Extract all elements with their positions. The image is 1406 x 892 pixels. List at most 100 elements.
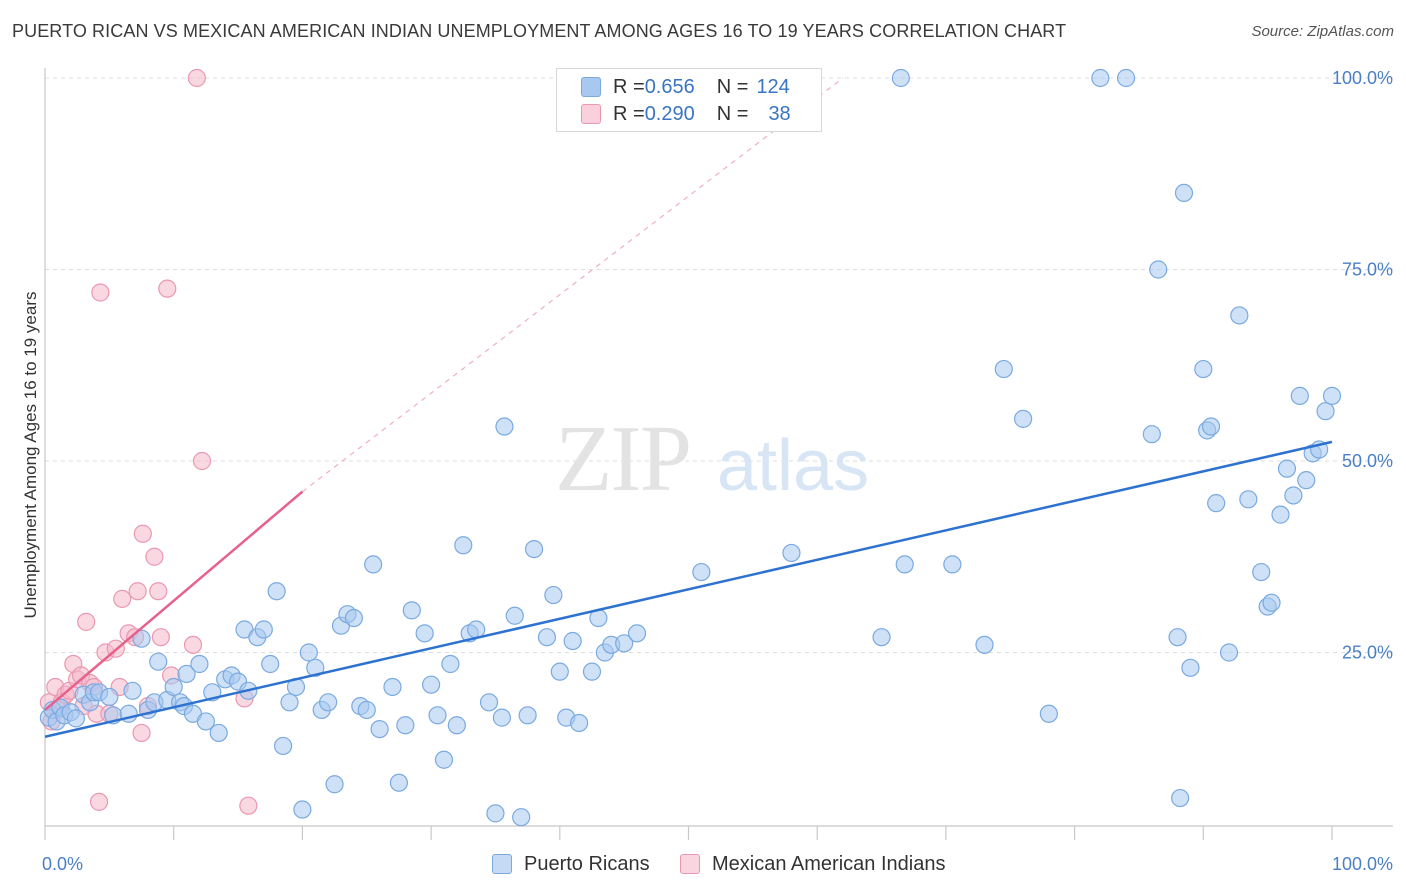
point-puerto-ricans xyxy=(1039,704,1058,723)
point-puerto-ricans xyxy=(994,359,1013,379)
point-puerto-ricans xyxy=(1171,788,1190,808)
point-puerto-ricans xyxy=(1174,183,1194,202)
legend-n-value: 124 xyxy=(756,75,790,98)
point-puerto-ricans xyxy=(495,417,514,436)
point-puerto-ricans xyxy=(273,736,293,756)
point-mexican-american-indians xyxy=(239,796,258,815)
point-puerto-ricans xyxy=(325,775,344,794)
point-puerto-ricans xyxy=(1262,593,1281,612)
point-puerto-ricans xyxy=(1252,562,1271,582)
legend-row-puerto-ricans: R = 0.656 N = 124 xyxy=(581,75,790,99)
source-label: Source: ZipAtlas.com xyxy=(1251,23,1394,40)
point-mexican-american-indians xyxy=(128,582,147,601)
legend-swatch-blue xyxy=(581,77,601,97)
point-puerto-ricans xyxy=(1322,386,1342,405)
point-mexican-american-indians xyxy=(158,279,177,298)
point-puerto-ricans xyxy=(486,804,505,823)
legend-r-value: 0.656 xyxy=(644,75,695,98)
point-puerto-ricans xyxy=(1142,425,1161,444)
point-mexican-american-indians xyxy=(132,723,151,743)
bottom-legend-label-mexican-american-indians: Mexican American Indians xyxy=(712,852,946,875)
point-puerto-ricans xyxy=(254,620,273,639)
point-puerto-ricans xyxy=(299,643,318,662)
point-mexican-american-indians xyxy=(89,792,109,811)
point-puerto-ricans xyxy=(1116,68,1136,88)
point-puerto-ricans xyxy=(66,709,85,728)
point-puerto-ricans xyxy=(1091,68,1110,88)
point-puerto-ricans xyxy=(1290,386,1309,405)
point-puerto-ricans xyxy=(1297,471,1316,490)
point-puerto-ricans xyxy=(364,555,383,574)
point-puerto-ricans xyxy=(123,681,142,700)
point-puerto-ricans xyxy=(389,773,409,792)
trend-line-mexican-american-indians xyxy=(44,490,304,711)
point-puerto-ricans xyxy=(512,808,531,827)
point-puerto-ricans xyxy=(280,693,299,712)
point-puerto-ricans xyxy=(492,708,511,727)
x-ticks xyxy=(44,826,1333,840)
point-puerto-ricans xyxy=(1230,306,1249,325)
watermark-atlas: atlas xyxy=(717,426,869,506)
y-tick-label: 75.0% xyxy=(1342,260,1393,280)
point-puerto-ricans xyxy=(1219,643,1239,662)
y-tick-labels: 25.0% 50.0% 75.0% 100.0% xyxy=(1332,68,1393,663)
legend-r-label: R = xyxy=(613,75,645,98)
point-puerto-ricans xyxy=(415,624,434,643)
point-mexican-american-indians xyxy=(77,612,96,631)
point-puerto-ricans xyxy=(209,723,228,743)
point-puerto-ricans xyxy=(293,800,312,819)
point-mexican-american-indians xyxy=(91,283,110,302)
bottom-legend-label-puerto-ricans: Puerto Ricans xyxy=(524,852,650,875)
point-puerto-ricans xyxy=(891,68,910,88)
point-puerto-ricans xyxy=(1239,490,1258,509)
point-mexican-american-indians xyxy=(133,524,152,543)
point-mexican-american-indians xyxy=(183,635,203,654)
y-tick-label: 25.0% xyxy=(1342,643,1393,663)
point-puerto-ricans xyxy=(428,706,447,725)
watermark: ZIP atlas xyxy=(555,407,869,511)
point-puerto-ricans xyxy=(570,713,589,733)
point-mexican-american-indians xyxy=(145,547,164,566)
point-puerto-ricans xyxy=(441,654,460,674)
legend-n-label: N = xyxy=(716,102,749,125)
point-puerto-ricans xyxy=(1014,409,1033,428)
watermark-zip: ZIP xyxy=(555,407,690,511)
point-puerto-ricans xyxy=(692,562,711,582)
point-puerto-ricans xyxy=(267,582,286,601)
point-puerto-ricans xyxy=(306,658,325,677)
point-puerto-ricans xyxy=(177,664,196,684)
point-puerto-ricans xyxy=(100,687,119,707)
x-tick-labels: 0.0% 100.0% xyxy=(42,854,1393,874)
point-puerto-ricans xyxy=(132,629,151,648)
point-puerto-ricans xyxy=(454,536,473,555)
point-puerto-ricans xyxy=(1284,486,1303,505)
legend: R = 0.656 N = 124 R = 0.290 N = 38 xyxy=(556,68,822,132)
point-puerto-ricans xyxy=(357,700,376,720)
point-puerto-ricans xyxy=(782,543,801,563)
point-puerto-ricans xyxy=(422,675,441,694)
point-puerto-ricans xyxy=(563,631,582,651)
point-puerto-ricans xyxy=(895,555,914,574)
point-puerto-ricans xyxy=(370,719,389,739)
point-puerto-ricans xyxy=(518,706,537,725)
point-mexican-american-indians xyxy=(149,582,168,601)
point-puerto-ricans xyxy=(1316,402,1335,421)
point-puerto-ricans xyxy=(1277,459,1297,478)
bottom-legend-swatch-blue xyxy=(492,854,512,874)
point-puerto-ricans xyxy=(383,677,402,697)
point-puerto-ricans xyxy=(164,677,183,697)
legend-row-mexican-american-indians: R = 0.290 N = 38 xyxy=(581,102,791,126)
point-puerto-ricans xyxy=(1271,505,1290,524)
bottom-legend-puerto-ricans: Puerto Ricans xyxy=(492,852,650,876)
point-mexican-american-indians xyxy=(151,628,170,647)
bottom-legend-mexican-american-indians: Mexican American Indians xyxy=(680,852,945,876)
point-puerto-ricans xyxy=(190,654,209,674)
point-puerto-ricans xyxy=(537,628,557,647)
point-puerto-ricans xyxy=(447,716,466,735)
point-puerto-ricans xyxy=(582,662,602,681)
point-mexican-american-indians xyxy=(113,589,132,608)
point-puerto-ricans xyxy=(615,634,634,653)
bottom-legend-swatch-pink xyxy=(680,854,700,874)
point-puerto-ricans xyxy=(505,606,524,625)
